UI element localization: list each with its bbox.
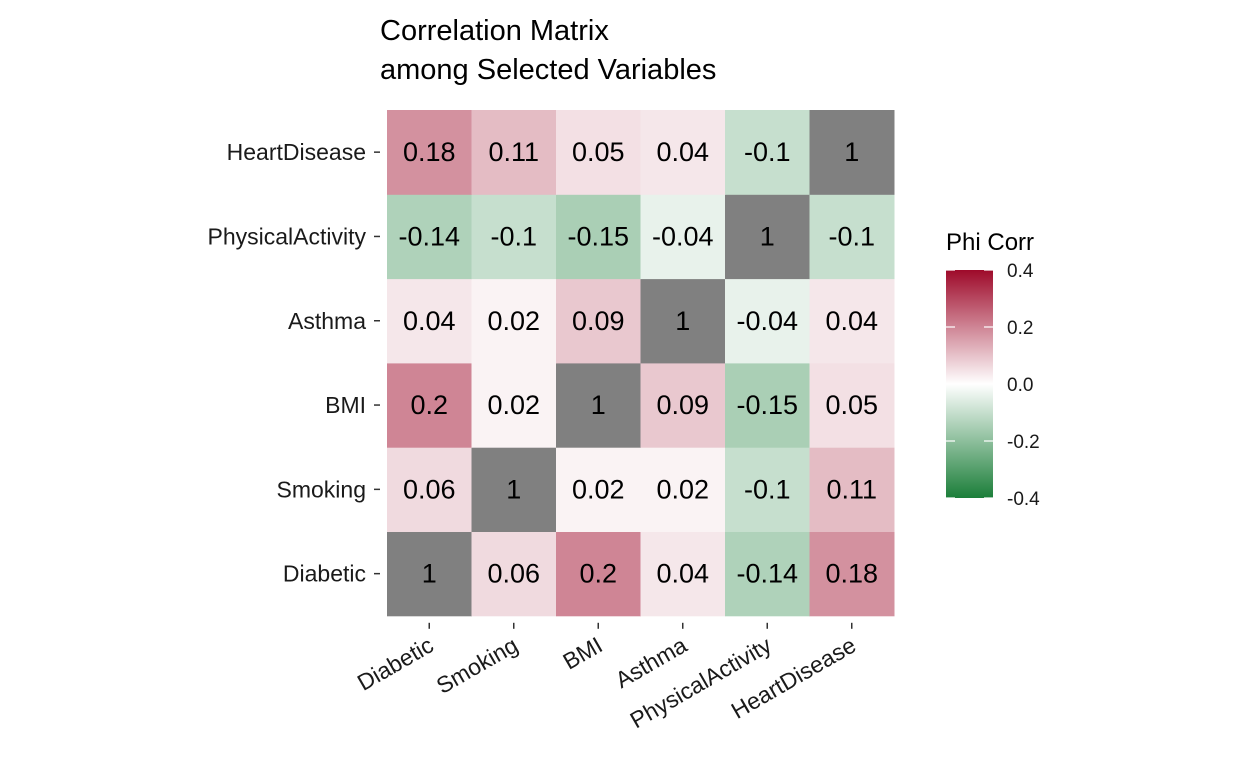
heatmap-cell bbox=[387, 110, 472, 195]
x-tick-label: Diabetic bbox=[353, 632, 438, 696]
x-tick-label: Smoking bbox=[432, 632, 522, 699]
cell-value-label: 0.04 bbox=[403, 306, 456, 336]
cell-value-label: 0.05 bbox=[572, 137, 625, 167]
legend-title: Phi Corr bbox=[946, 229, 1034, 256]
heatmap-cell bbox=[725, 531, 810, 617]
legend-tick-label: 0.2 bbox=[1007, 318, 1033, 339]
cell-value-label: -0.14 bbox=[736, 559, 798, 589]
heatmap-cell bbox=[471, 447, 557, 532]
heatmap-cell-labels: 1 0.06 0.2 0.04 -0.14 0.18 0.06 1 0.02 0.02 -0.1 0.… bbox=[398, 137, 878, 589]
x-tick-label: BMI bbox=[558, 632, 606, 675]
cell-value-label: 0.02 bbox=[572, 474, 625, 504]
cell-value-label: 1 bbox=[591, 390, 606, 420]
heatmap-cells bbox=[387, 110, 895, 617]
cell-value-label: 0.02 bbox=[487, 390, 540, 420]
y-tick-label: HeartDisease bbox=[227, 139, 366, 165]
heatmap-cell bbox=[809, 362, 895, 448]
heatmap-cell bbox=[471, 531, 557, 617]
cell-value-label: 1 bbox=[760, 221, 775, 251]
heatmap-cell bbox=[725, 278, 810, 364]
cell-value-label: -0.14 bbox=[398, 221, 460, 251]
heatmap-cell bbox=[725, 362, 810, 448]
legend-tick-label: 0.0 bbox=[1007, 375, 1033, 396]
heatmap-cell bbox=[725, 110, 810, 195]
heatmap-cell bbox=[556, 194, 641, 280]
heatmap-cell bbox=[809, 278, 895, 364]
heatmap-cell bbox=[640, 447, 726, 532]
cell-value-label: -0.15 bbox=[736, 390, 798, 420]
legend-ticks: 0.4 0.2 0.0 -0.2 -0.4 bbox=[946, 261, 1040, 510]
heatmap-cell bbox=[556, 110, 641, 195]
heatmap-cell bbox=[640, 110, 726, 195]
cell-value-label: -0.04 bbox=[652, 221, 714, 251]
cell-value-label: -0.1 bbox=[490, 221, 537, 251]
cell-value-label: 0.18 bbox=[403, 137, 456, 167]
heatmap-cell bbox=[809, 447, 895, 532]
heatmap-cell bbox=[725, 194, 810, 280]
legend-tick-label: -0.2 bbox=[1007, 432, 1040, 453]
y-tick-label: PhysicalActivity bbox=[208, 223, 367, 249]
cell-value-label: 0.11 bbox=[488, 137, 539, 167]
cell-value-label: -0.1 bbox=[828, 221, 875, 251]
heatmap-cell bbox=[809, 531, 895, 617]
heatmap-cell bbox=[725, 447, 810, 532]
heatmap-cell bbox=[471, 194, 557, 280]
legend-tick-label: 0.4 bbox=[1007, 261, 1034, 282]
cell-value-label: 0.05 bbox=[825, 390, 878, 420]
heatmap-cell bbox=[387, 194, 472, 280]
cell-value-label: 1 bbox=[422, 559, 437, 589]
heatmap-cell bbox=[387, 531, 472, 617]
cell-value-label: 0.09 bbox=[572, 306, 625, 336]
y-tick-label: Diabetic bbox=[283, 561, 366, 587]
chart-title-line-1: Correlation Matrix bbox=[380, 15, 609, 47]
heatmap-cell bbox=[556, 447, 641, 532]
cell-value-label: 0.2 bbox=[410, 390, 448, 420]
heatmap-cell bbox=[556, 531, 641, 617]
heatmap-cell bbox=[471, 278, 557, 364]
heatmap-cell bbox=[387, 447, 472, 532]
heatmap-cell bbox=[640, 194, 726, 280]
y-axis: Diabetic Smoking BMI Asthma PhysicalActivity… bbox=[208, 139, 380, 587]
cell-value-label: 1 bbox=[675, 306, 690, 336]
x-tick-label: PhysicalActivity bbox=[625, 631, 776, 733]
legend: Phi Corr 0.4 0.2 0.0 -0.2 -0.4 bbox=[946, 229, 1040, 510]
heatmap-cell bbox=[640, 531, 726, 617]
cell-value-label: 0.11 bbox=[826, 474, 877, 504]
cell-value-label: 0.02 bbox=[656, 474, 709, 504]
heatmap-cell bbox=[387, 278, 472, 364]
heatmap-cell bbox=[556, 362, 641, 448]
heatmap-cell bbox=[640, 278, 726, 364]
cell-value-label: 0.09 bbox=[656, 390, 709, 420]
heatmap-cell bbox=[471, 110, 557, 195]
cell-value-label: 1 bbox=[506, 474, 521, 504]
cell-value-label: 0.04 bbox=[825, 306, 878, 336]
legend-tick-label: -0.4 bbox=[1007, 489, 1040, 510]
cell-value-label: 1 bbox=[844, 137, 859, 167]
cell-value-label: 0.04 bbox=[656, 137, 709, 167]
heatmap-cell bbox=[556, 278, 641, 364]
y-tick-label: BMI bbox=[325, 392, 366, 418]
cell-value-label: 0.06 bbox=[487, 559, 540, 589]
heatmap-cell bbox=[809, 110, 895, 195]
heatmap-cell bbox=[471, 362, 557, 448]
cell-value-label: 0.2 bbox=[579, 559, 617, 589]
heatmap-cell bbox=[387, 362, 472, 448]
y-tick-label: Smoking bbox=[277, 476, 366, 502]
heatmap-cell bbox=[640, 362, 726, 448]
cell-value-label: 0.18 bbox=[825, 559, 878, 589]
cell-value-label: -0.1 bbox=[744, 474, 791, 504]
cell-value-label: 0.04 bbox=[656, 559, 709, 589]
cell-value-label: 0.02 bbox=[487, 306, 540, 336]
cell-value-label: -0.04 bbox=[736, 306, 798, 336]
cell-value-label: -0.1 bbox=[744, 137, 791, 167]
cell-value-label: 0.06 bbox=[403, 474, 456, 504]
cell-value-label: -0.15 bbox=[567, 221, 629, 251]
chart-title-line-2: among Selected Variables bbox=[380, 54, 716, 86]
heatmap-cell bbox=[809, 194, 895, 280]
y-tick-label: Asthma bbox=[288, 308, 366, 334]
